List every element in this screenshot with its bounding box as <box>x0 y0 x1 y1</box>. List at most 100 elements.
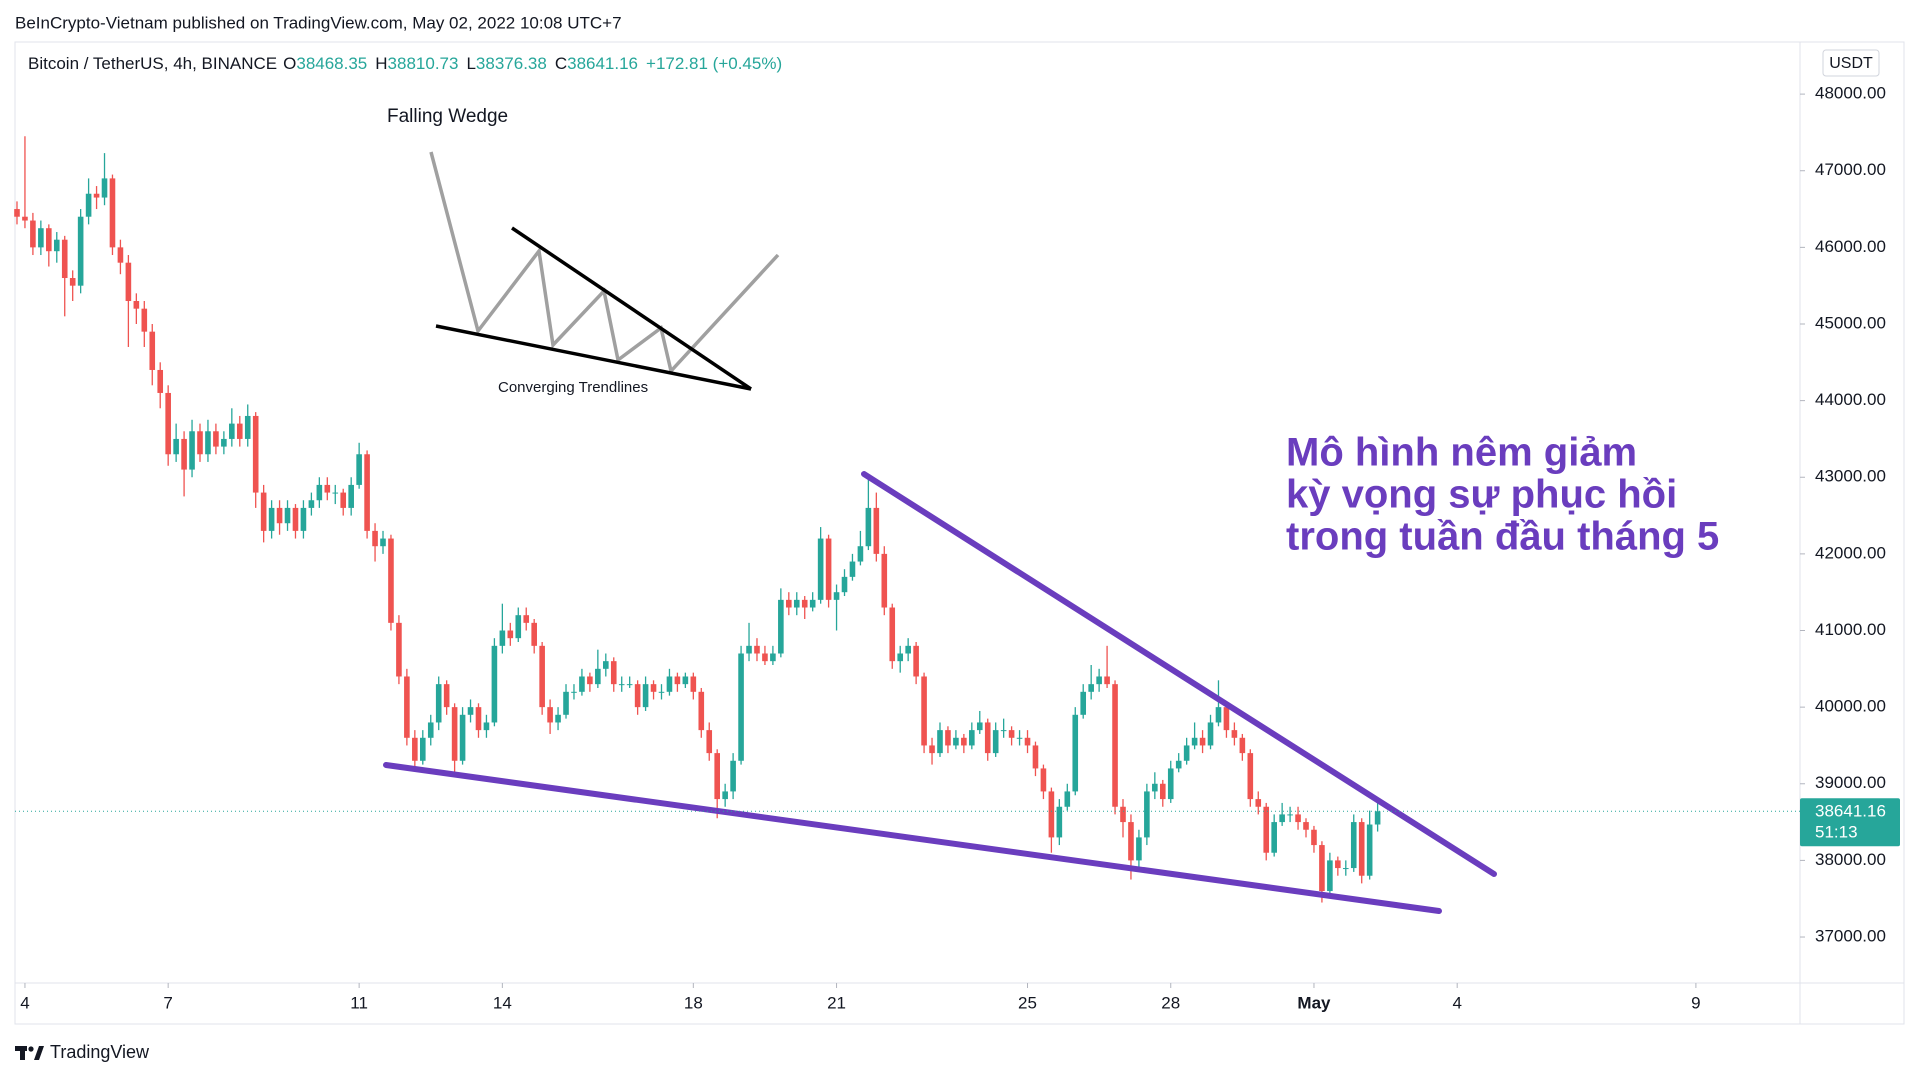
candle-body <box>1048 791 1055 838</box>
candle-body <box>1239 737 1246 754</box>
ohlc-value: 38468.35 <box>296 54 367 73</box>
candle-body <box>149 331 156 370</box>
x-tick-label: 25 <box>1018 993 1037 1012</box>
candle-body <box>865 507 872 547</box>
candle-body <box>244 415 251 439</box>
candle-body <box>1295 814 1301 823</box>
y-tick-label: 41000.00 <box>1815 620 1886 639</box>
candle-body <box>340 492 347 508</box>
pattern-title: Falling Wedge <box>387 106 508 127</box>
candle-body <box>992 730 999 754</box>
candle-body <box>738 653 744 761</box>
candle-body <box>1072 714 1079 792</box>
candle-body <box>316 484 323 501</box>
candle-body <box>213 431 219 447</box>
candle-body <box>1064 791 1071 807</box>
candle-body <box>897 653 904 662</box>
x-tick-label: 21 <box>827 993 846 1012</box>
ohlc-value: 38376.38 <box>476 54 547 73</box>
candle-body <box>786 599 792 608</box>
candle-body <box>324 484 331 493</box>
candle-body <box>961 737 967 746</box>
candle-body <box>730 760 736 792</box>
wedge-upper <box>511 226 752 391</box>
candle-body <box>1024 737 1031 746</box>
note-line: Mô hình nêm giảm <box>1286 431 1637 475</box>
candle-body <box>292 507 299 531</box>
candle-body <box>372 530 378 547</box>
y-tick-label: 45000.00 <box>1815 313 1886 332</box>
candle-body <box>1199 737 1206 746</box>
candle-body <box>133 301 140 309</box>
candles <box>14 136 1381 903</box>
candle-body <box>1136 837 1142 861</box>
candle-body <box>435 684 442 723</box>
candle-body <box>1144 791 1150 838</box>
candle-body <box>1183 745 1190 761</box>
footer-logo <box>15 1046 44 1060</box>
y-tick-label: 39000.00 <box>1815 773 1886 792</box>
y-tick-label: 40000.00 <box>1815 697 1886 716</box>
candle-body <box>348 484 354 508</box>
candle-body <box>618 684 625 686</box>
candle-body <box>1263 806 1270 853</box>
candle-body <box>1271 822 1277 853</box>
footer: TradingView <box>50 1042 150 1062</box>
candle-body <box>1000 730 1007 732</box>
candle-body <box>101 178 108 198</box>
candle-body <box>1215 707 1222 723</box>
candle-body <box>284 507 291 524</box>
candle-body <box>825 538 832 600</box>
candle-body <box>1311 829 1317 846</box>
candle-body <box>109 178 116 248</box>
candle-body <box>650 684 657 692</box>
candle-body <box>976 722 983 731</box>
x-tick-label: 14 <box>493 993 512 1012</box>
lower-trendline <box>383 762 1442 914</box>
chart-frame <box>14 41 1905 1025</box>
candle-body <box>404 676 410 738</box>
candle-body <box>881 553 888 608</box>
y-tick-label: 44000.00 <box>1815 390 1886 409</box>
candle-body <box>1032 745 1039 769</box>
x-tick-label: 18 <box>684 993 703 1012</box>
candle-body <box>706 730 713 754</box>
x-tick-label: 28 <box>1161 993 1180 1012</box>
candle-body <box>1112 684 1118 807</box>
candle-body <box>451 707 458 761</box>
candle-body <box>921 676 927 746</box>
ohlc-label: L <box>466 54 475 73</box>
ohlc-value: 38810.73 <box>388 54 459 73</box>
candle-body <box>1342 868 1349 870</box>
note-line: trong tuần đầu tháng 5 <box>1286 515 1719 559</box>
candle-body <box>778 599 784 654</box>
candle-body <box>762 653 768 662</box>
candle-body <box>1319 845 1325 892</box>
candle-body <box>1374 811 1381 825</box>
candle-body <box>626 684 633 686</box>
candle-body <box>937 730 943 754</box>
candle-body <box>260 492 267 531</box>
candle-body <box>205 431 211 455</box>
candle-body <box>499 630 506 646</box>
candle-body <box>547 707 553 723</box>
candle-body <box>1088 684 1094 692</box>
symbol: Bitcoin / TetherUS, 4h, BINANCE <box>28 54 277 73</box>
currency-box <box>1822 49 1880 77</box>
candle-body <box>1120 806 1126 823</box>
candle-body <box>642 684 649 708</box>
candle-body <box>1287 814 1293 816</box>
countdown: 51:13 <box>1815 823 1858 842</box>
candle-body <box>1350 822 1357 869</box>
candle-body <box>1104 676 1110 685</box>
note-line: kỳ vọng sự phục hồi <box>1286 473 1677 517</box>
candle-body <box>1175 760 1182 769</box>
wedge-illustration <box>429 151 780 391</box>
candle-body <box>85 193 92 217</box>
candle-body <box>30 220 36 248</box>
candle-body <box>181 438 187 470</box>
candle-body <box>22 216 28 221</box>
candle-body <box>913 645 919 677</box>
candle-body <box>1223 707 1230 731</box>
candle-body <box>93 193 100 198</box>
